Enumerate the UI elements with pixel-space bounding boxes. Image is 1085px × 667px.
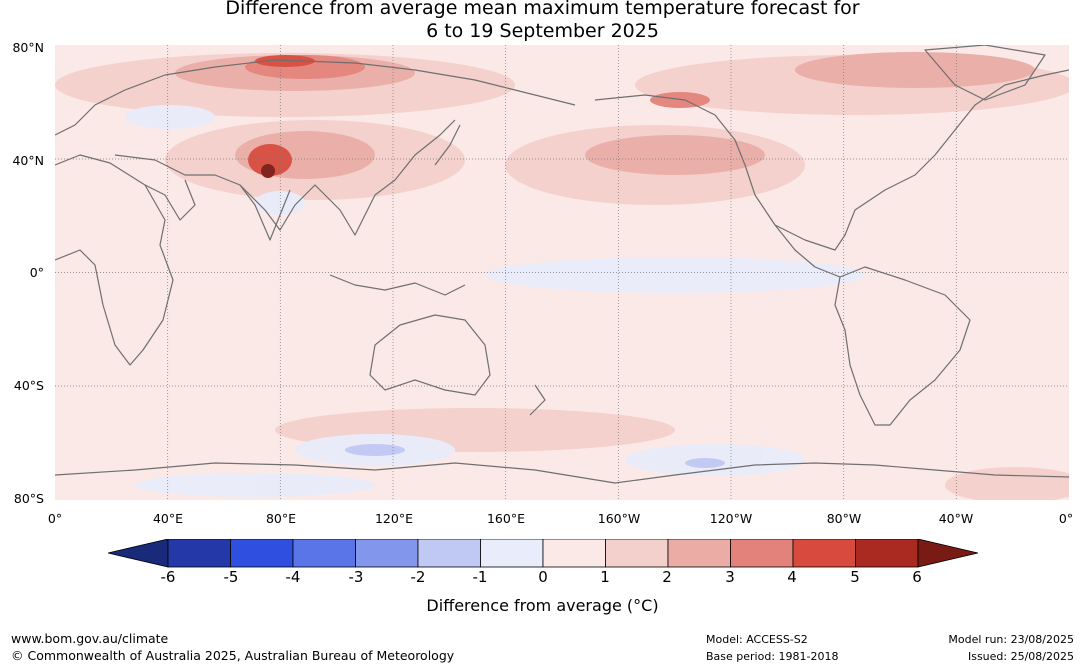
colorbar-tick: -4 — [285, 568, 301, 586]
lon-label-40w: 40°W — [938, 511, 974, 526]
colorbar-title: Difference from average (°C) — [426, 596, 659, 615]
coast-eurasia — [55, 59, 576, 136]
map-title-line1: Difference from average mean maximum tem… — [225, 0, 860, 19]
anomaly-shading — [55, 52, 1069, 500]
lat-label-80n: 80°N — [12, 40, 44, 55]
footer-issued: Issued: 25/08/2025 — [967, 650, 1074, 663]
coast-greenland — [924, 45, 1046, 101]
colorbar-segment — [230, 539, 294, 568]
warm-anomaly-central-asia-strong — [248, 144, 292, 176]
warm-anomaly-siberia-core — [255, 55, 315, 67]
coast-india — [239, 184, 291, 241]
warm-anomaly-south-atlantic — [945, 467, 1069, 500]
coast-north-america — [594, 69, 1069, 251]
cool-anomaly-kazakhstan — [125, 105, 215, 129]
colorbar-segment — [355, 539, 419, 568]
colorbar-segments — [167, 539, 919, 568]
lat-label-80s: 80°S — [13, 491, 44, 506]
colorbar-tick: 3 — [725, 568, 735, 586]
warm-anomaly-pacific-north — [585, 135, 765, 175]
colorbar-segment — [167, 539, 231, 568]
colorbar-tick: 0 — [538, 568, 548, 586]
lon-label-160e: 160°E — [486, 511, 525, 526]
lon-label-120w: 120°W — [709, 511, 753, 526]
coast-indonesia — [329, 274, 466, 296]
colorbar-over-arrow — [917, 539, 978, 568]
lon-label-0-left: 0° — [47, 511, 63, 526]
coast-africa — [55, 154, 174, 366]
map-title-line2: 6 to 19 September 2025 — [426, 20, 659, 42]
colorbar-segment — [792, 539, 856, 568]
colorbar-tick: 1 — [600, 568, 610, 586]
colorbar — [108, 539, 978, 568]
coast-asia-south — [114, 119, 456, 236]
lon-label-80w: 80°W — [826, 511, 862, 526]
colorbar-tick: -2 — [410, 568, 426, 586]
cool-anomaly-antarctic-pacific-core — [685, 458, 725, 468]
lon-label-80e: 80°E — [265, 511, 297, 526]
footer-model: Model: ACCESS-S2 — [706, 633, 808, 646]
colorbar-tick: 5 — [850, 568, 860, 586]
colorbar-segment — [292, 539, 356, 568]
colorbar-segment — [730, 539, 794, 568]
colorbar-tick: 6 — [912, 568, 922, 586]
warm-anomaly-alaska — [650, 92, 710, 108]
coast-antarctica — [55, 462, 1069, 484]
footer-url[interactable]: www.bom.gov.au/climate — [11, 631, 169, 646]
warm-anomaly-central-asia-core — [261, 164, 275, 178]
lon-label-0-right: 0° — [1058, 511, 1074, 526]
graticule — [55, 45, 1069, 500]
lat-label-40s: 40°S — [13, 378, 44, 393]
cool-anomaly-equatorial-pacific — [485, 257, 865, 293]
anomaly-map — [55, 45, 1069, 500]
coastlines — [55, 45, 1069, 484]
coast-japan — [434, 124, 461, 166]
footer-base-period: Base period: 1981-2018 — [706, 650, 839, 663]
lat-label-40n: 40°N — [12, 153, 44, 168]
colorbar-segment — [667, 539, 731, 568]
colorbar-under-arrow — [108, 539, 169, 568]
lon-label-120e: 120°E — [374, 511, 413, 526]
colorbar-tick: -6 — [160, 568, 176, 586]
colorbar-segment — [855, 539, 919, 568]
footer-copyright: © Commonwealth of Australia 2025, Austra… — [11, 648, 455, 663]
colorbar-segment — [542, 539, 606, 568]
coast-south-america — [834, 266, 971, 426]
colorbar-segment — [480, 539, 544, 568]
coast-australia — [369, 314, 491, 396]
footer-model-run: Model run: 23/08/2025 — [948, 633, 1074, 646]
coast-arabia — [144, 179, 196, 221]
lon-label-40e: 40°E — [152, 511, 184, 526]
colorbar-tick: -3 — [348, 568, 364, 586]
colorbar-tick: 4 — [787, 568, 797, 586]
lat-label-0: 0° — [29, 265, 44, 280]
lon-label-160w: 160°W — [597, 511, 641, 526]
warm-anomaly-canada — [795, 52, 1035, 88]
colorbar-tick: -5 — [223, 568, 239, 586]
colorbar-segment — [605, 539, 669, 568]
cool-anomaly-southern-indian-core — [345, 444, 405, 456]
cool-anomaly-antarctic-south — [135, 473, 375, 497]
colorbar-tick: -1 — [472, 568, 488, 586]
colorbar-segment — [417, 539, 481, 568]
coast-new-zealand — [529, 384, 546, 416]
colorbar-tick: 2 — [662, 568, 672, 586]
coast-central-america — [774, 224, 841, 278]
